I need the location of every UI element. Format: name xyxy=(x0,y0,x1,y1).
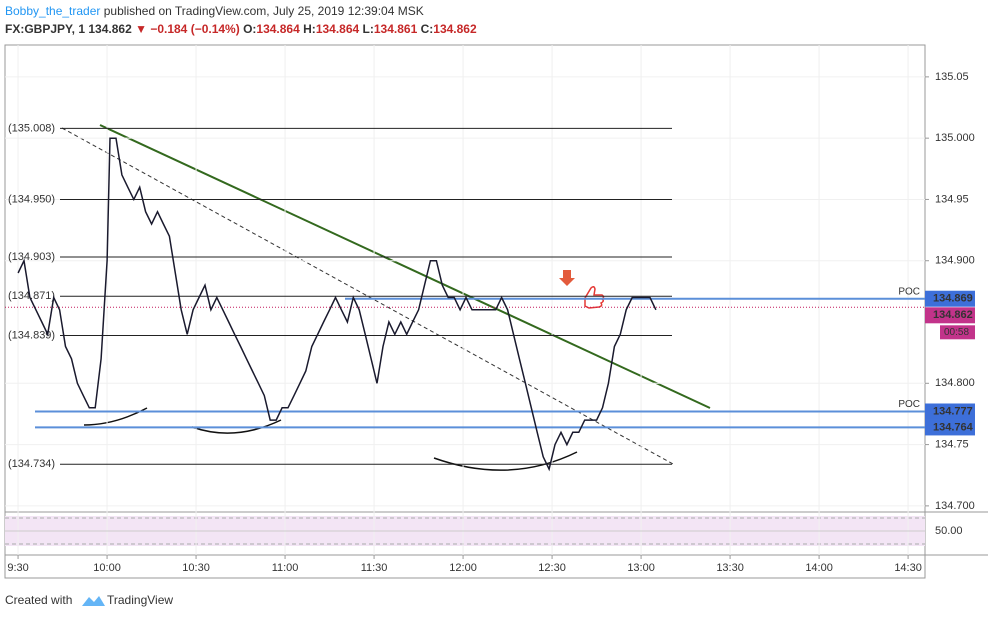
price-tag xyxy=(925,290,975,307)
level-label: (134.871) xyxy=(8,290,55,302)
header-line: Bobby_the_trader published on TradingVie… xyxy=(5,4,424,18)
h-label: H: xyxy=(303,22,316,36)
symbol: FX:GBPJPY, 1 xyxy=(5,22,85,36)
last: 134.862 xyxy=(88,22,132,36)
shoulder-arc xyxy=(433,451,578,471)
y-tick-label: 134.700 xyxy=(935,500,975,512)
x-tick-label: 11:00 xyxy=(272,562,299,574)
x-tick-label: 10:00 xyxy=(93,562,121,574)
c-label: C: xyxy=(421,22,434,36)
y-tick-label: 134.900 xyxy=(935,255,975,267)
x-tick-label: 14:30 xyxy=(894,562,922,574)
dashed-trend-line xyxy=(61,127,674,465)
frame xyxy=(4,44,926,579)
x-tick-label: 12:30 xyxy=(538,562,566,574)
footer-text: Created with xyxy=(5,593,72,607)
x-tick-label: 10:30 xyxy=(182,562,210,574)
countdown-tag xyxy=(940,325,975,340)
rsi-tick-label: 50.00 xyxy=(935,525,963,537)
footer-brand[interactable]: TradingView xyxy=(107,593,173,607)
x-tick-label: 9:30 xyxy=(7,562,28,574)
price-tag-label: 134.764 xyxy=(933,421,974,433)
y-tick-label: 135.05 xyxy=(935,71,969,83)
h: 134.864 xyxy=(316,22,360,36)
symbol-line: FX:GBPJPY, 1 134.862 ▼ −0.184 (−0.14%) O… xyxy=(5,22,477,36)
price-tag-label: 134.862 xyxy=(933,309,973,321)
l: 134.861 xyxy=(374,22,418,36)
y-tick-label: 134.75 xyxy=(935,438,969,450)
level-label: (134.903) xyxy=(8,251,55,263)
head-arc xyxy=(191,419,282,434)
x-tick-label: 12:00 xyxy=(449,562,477,574)
price-tag xyxy=(925,419,975,436)
poc-tag: POC xyxy=(898,399,920,410)
x-tick-label: 13:00 xyxy=(627,562,655,574)
level-label: (134.950) xyxy=(8,193,55,205)
price-tag xyxy=(925,307,975,324)
level-label: (134.839) xyxy=(8,329,55,341)
level-label: (135.008) xyxy=(8,122,55,134)
thumb-icon xyxy=(584,285,605,309)
tv-logo xyxy=(82,596,105,606)
c: 134.862 xyxy=(433,22,477,36)
trend-line xyxy=(99,124,711,409)
y-tick-label: 135.000 xyxy=(935,132,975,144)
o: 134.864 xyxy=(256,22,300,36)
published: published on TradingView.com, July 25, 2… xyxy=(104,4,424,18)
price-tag xyxy=(925,403,975,420)
change: ▼ −0.184 (−0.14%) xyxy=(135,22,240,36)
y-tick-label: 134.95 xyxy=(935,193,969,205)
countdown: 00:58 xyxy=(944,327,969,338)
x-tick-label: 11:30 xyxy=(361,562,388,574)
o-label: O: xyxy=(243,22,256,36)
price-tag-label: 134.777 xyxy=(933,405,973,417)
level-label: (134.734) xyxy=(8,458,55,470)
x-tick-label: 14:00 xyxy=(805,562,833,574)
author[interactable]: Bobby_the_trader xyxy=(5,4,100,18)
y-tick-label: 134.800 xyxy=(935,377,975,389)
l-label: L: xyxy=(363,22,374,36)
arrow-icon xyxy=(559,270,575,286)
price-tag-label: 134.869 xyxy=(933,293,973,305)
poc-tag: POC xyxy=(898,286,920,297)
price-line xyxy=(17,137,657,472)
x-tick-label: 13:30 xyxy=(716,562,744,574)
